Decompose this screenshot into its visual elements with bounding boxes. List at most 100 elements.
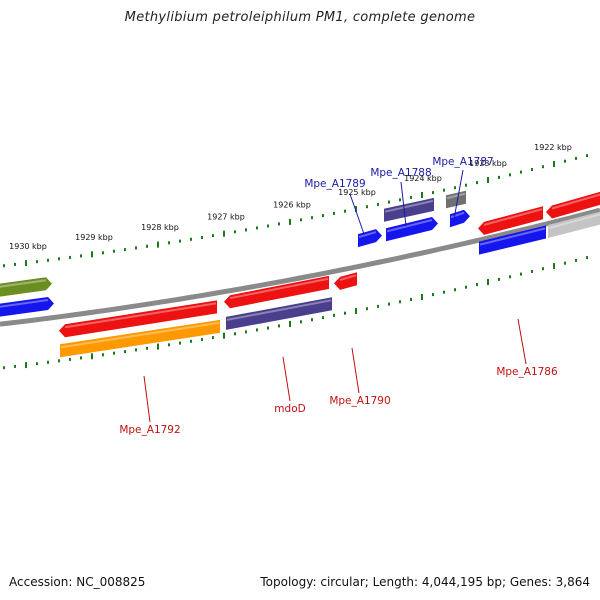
major-tick [487,279,489,285]
minor-tick [256,328,258,332]
gene-arrow-purple[interactable] [226,297,332,330]
map-title: Methylibium petroleiphilum PM1, complete… [124,10,476,25]
gene-label[interactable]: Mpe_A1788 [370,167,431,179]
accession-text: Accession: NC_008825 [9,575,146,589]
minor-tick [190,237,192,241]
minor-tick [443,188,445,192]
minor-tick [586,154,588,158]
gene-label[interactable]: Mpe_A1790 [329,395,390,407]
gene-arrow-red[interactable] [478,206,543,235]
gene-arrow-highlight [64,302,217,329]
minor-tick [586,256,588,260]
gene-arrow-red[interactable] [334,272,357,290]
minor-tick [388,302,390,306]
tick-labels: 1930 kbp 1929 kbp 1928 kbp 1927 kbp 1926 kbp… [9,143,572,251]
gene-arrow-red[interactable] [224,275,329,309]
minor-tick [377,304,379,308]
minor-tick [443,290,445,294]
minor-tick [179,341,181,345]
minor-tick [311,318,313,322]
minor-tick [267,224,269,228]
minor-tick [3,264,5,268]
gene-label[interactable]: Mpe_A1787 [432,156,493,168]
gene-arrow-blue[interactable] [0,297,54,317]
major-tick [421,192,423,198]
minor-tick [69,357,71,361]
minor-tick [300,218,302,222]
gene-label[interactable]: Mpe_A1792 [119,424,180,436]
minor-tick [432,191,434,195]
gene-leader-line [143,375,151,423]
gene-label[interactable]: mdoD [274,403,305,415]
minor-tick [102,353,104,357]
minor-tick [366,205,368,209]
gene-label[interactable]: Mpe_A1786 [496,366,558,378]
minor-tick [212,234,214,238]
gene-leader-line [349,193,365,235]
gene-arrow-blue[interactable] [450,209,470,228]
gene-arrow-highlight [384,199,434,213]
minor-tick [575,156,577,160]
gene-leader-line [400,181,407,227]
major-tick [91,251,93,258]
gene-arrow-olive[interactable] [0,277,52,297]
minor-tick [113,249,115,253]
minor-tick [113,351,115,355]
gene-arrow-highlight [0,279,47,288]
gene-arrow-orange[interactable] [60,319,220,358]
minor-tick [36,362,38,366]
major-tick [553,161,555,167]
gene-arrow-red[interactable] [59,300,217,338]
gene-arrow-highlight [551,193,600,210]
major-tick [25,260,27,267]
minor-tick [124,248,126,252]
outer-tick-track [3,154,588,268]
minor-tick [124,350,126,354]
gene-arrow-lightgray[interactable] [548,210,600,238]
major-tick [355,308,357,314]
gene-label[interactable]: Mpe_A1789 [304,178,365,190]
major-tick [355,206,357,212]
minor-tick [542,267,544,271]
minor-tick [410,195,412,199]
minor-tick [476,181,478,185]
gene-arrow-blue[interactable] [386,217,438,242]
tick-label: 1929 kbp [75,233,113,242]
gene-arrow-highlight [0,299,49,308]
minor-tick [410,297,412,301]
major-tick [157,343,159,350]
minor-tick [531,168,533,171]
gene-arrow-red[interactable] [546,190,600,219]
major-tick [289,218,291,225]
minor-tick [245,330,247,334]
minor-tick [14,262,16,266]
gene-arrow-blue[interactable] [358,229,382,248]
major-tick [223,332,225,339]
major-tick [25,362,27,369]
minor-tick [102,251,104,255]
tick-label: 1925 kbp [338,188,376,197]
gene-arrow-highlight [479,227,546,246]
minor-tick [3,366,5,370]
minor-tick [201,236,203,239]
minor-tick [135,246,137,250]
tick-label: 1923 kbp [469,159,507,168]
minor-tick [509,173,511,177]
tick-label: 1922 kbp [534,143,572,152]
minor-tick [465,183,467,187]
minor-tick [58,257,60,261]
gene-leader-line [517,318,527,365]
gene-arrow-blue[interactable] [479,225,546,255]
minor-tick [278,324,280,328]
minor-tick [14,364,16,368]
minor-tick [322,316,324,320]
major-tick [553,263,555,269]
minor-tick [212,336,214,340]
minor-tick [80,356,82,360]
minor-tick [300,320,302,324]
minor-tick [168,241,170,245]
gene-arrow-gray[interactable] [446,190,466,209]
gene-arrow-purple[interactable] [384,197,434,222]
minor-tick [201,338,203,341]
